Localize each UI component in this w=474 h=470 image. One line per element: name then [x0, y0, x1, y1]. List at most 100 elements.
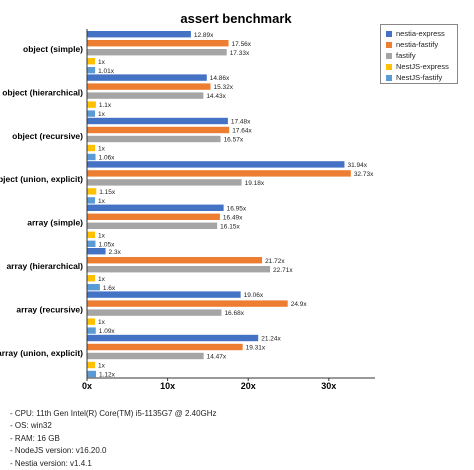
bar-1-2 [87, 92, 204, 99]
bar-7-1 [87, 343, 243, 351]
legend-label: NestJS-express [396, 62, 449, 71]
bar-value-label: 1.09x [99, 328, 116, 335]
bar-7-0 [87, 334, 259, 342]
bar-value-label: 16.95x [227, 205, 247, 212]
bar-value-label: 16.68x [224, 310, 244, 317]
category-label: array (recursive) [16, 304, 83, 314]
bar-value-label: 21.72x [265, 258, 285, 265]
bar-value-label: 19.18x [245, 180, 265, 187]
bar-value-label: 1.1x [99, 102, 112, 109]
bar-2-3 [87, 144, 96, 152]
bar-7-3 [87, 361, 96, 369]
x-tick-label: 30x [321, 381, 336, 391]
bar-0-2 [87, 49, 227, 56]
bar-1-0 [87, 74, 207, 81]
bar-value-label: 14.47x [207, 354, 227, 361]
legend-item: fastify [386, 50, 457, 61]
bar-value-label: 1x [98, 198, 106, 205]
bar-value-label: 1.12x [99, 372, 116, 379]
bar-5-2 [87, 266, 271, 273]
bar-value-label: 17.33x [230, 50, 250, 57]
legend-item: NestJS-express [386, 61, 457, 72]
bar-value-label: 1x [98, 146, 106, 153]
bar-value-label: 19.31x [246, 345, 266, 352]
bar-value-label: 17.64x [232, 128, 252, 135]
bar-value-label: 16.57x [224, 137, 244, 144]
bar-3-3 [87, 188, 97, 195]
category-label: object (simple) [23, 44, 83, 54]
bar-6-2 [87, 309, 222, 316]
x-tick-label: 20x [241, 381, 256, 391]
bar-value-label: 22.71x [273, 267, 293, 274]
chart-title: assert benchmark [180, 11, 292, 26]
bar-3-4 [87, 197, 96, 204]
bar-3-1 [87, 170, 351, 177]
bar-value-label: 15.32x [213, 84, 233, 91]
category-label: object (hierarchical) [2, 87, 83, 97]
bar-4-4 [87, 240, 96, 247]
legend-item: NestJS-fastify [386, 72, 457, 83]
legend-swatch [386, 63, 392, 70]
bar-value-label: 1.15x [99, 189, 116, 196]
legend-label: nestia-express [396, 29, 445, 38]
bar-value-label: 1x [98, 111, 106, 118]
bar-value-label: 31.94x [347, 162, 367, 169]
category-label: object (recursive) [12, 131, 83, 141]
bar-value-label: 1x [98, 59, 106, 66]
spec-line: - CPU: 11th Gen Intel(R) Core(TM) i5-113… [10, 409, 217, 418]
spec-line: - Nestia version: v1.4.1 [10, 458, 92, 468]
bar-6-3 [87, 318, 96, 325]
benchmark-chart: assert benchmark 12.89x 17.56x 17.33x 1x 1.0… [0, 11, 375, 391]
bar-value-label: 1x [98, 232, 106, 239]
legend-label: nestia-fastify [396, 40, 439, 49]
bar-value-label: 1x [98, 363, 106, 370]
legend-item: nestia-express [386, 28, 457, 39]
bar-0-4 [87, 67, 96, 74]
x-axis: 0x 10x 20x 30x [82, 29, 375, 391]
bar-5-3 [87, 275, 96, 282]
bar-value-label: 1x [98, 276, 106, 283]
legend-swatch [386, 74, 392, 81]
bar-0-1 [87, 40, 229, 47]
spec-line: - RAM: 16 GB [10, 433, 60, 443]
category-label: object (union, explicit) [0, 174, 83, 184]
legend-label: NestJS-fastify [396, 73, 443, 82]
category-label: array (simple) [27, 218, 83, 228]
bar-5-1 [87, 257, 263, 264]
bar-value-label: 1.05x [98, 241, 115, 248]
bar-value-label: 16.49x [223, 214, 243, 221]
bar-4-0 [87, 204, 224, 211]
bar-value-label: 14.86x [210, 75, 230, 82]
bar-value-label: 17.56x [232, 41, 252, 48]
bar-3-2 [87, 179, 242, 186]
bar-value-label: 21.24x [261, 336, 281, 343]
bar-value-label: 24.9x [291, 301, 308, 308]
bar-2-2 [87, 135, 221, 143]
bars-group: 12.89x 17.56x 17.33x 1x 1.01x 14.86x 15.32x 14.… [87, 31, 374, 379]
bar-3-0 [87, 161, 345, 168]
bar-value-label: 1x [98, 319, 106, 326]
bar-4-1 [87, 213, 220, 220]
bar-value-label: 2.3x [109, 249, 122, 256]
bar-6-1 [87, 300, 288, 307]
bar-4-3 [87, 231, 96, 238]
bar-value-label: 12.89x [194, 32, 214, 39]
bar-7-2 [87, 352, 204, 360]
bar-7-4 [87, 370, 97, 378]
bar-1-3 [87, 101, 96, 108]
bar-value-label: 1.06x [99, 155, 116, 162]
bar-value-label: 1.01x [98, 68, 115, 75]
spec-line: - OS: win32 [10, 421, 52, 431]
bar-2-4 [87, 153, 96, 161]
category-labels: object (simple) object (hierarchical) obje… [0, 44, 83, 358]
bar-value-label: 1.6x [103, 285, 116, 292]
bar-5-0 [87, 248, 106, 255]
bar-0-0 [87, 31, 191, 38]
x-tick-label: 10x [160, 381, 175, 391]
bar-6-0 [87, 291, 241, 298]
bar-6-4 [87, 327, 96, 334]
legend-swatch [386, 52, 392, 59]
bar-value-label: 17.48x [231, 119, 251, 126]
bar-value-label: 14.43x [206, 93, 226, 100]
legend-swatch [386, 41, 392, 48]
